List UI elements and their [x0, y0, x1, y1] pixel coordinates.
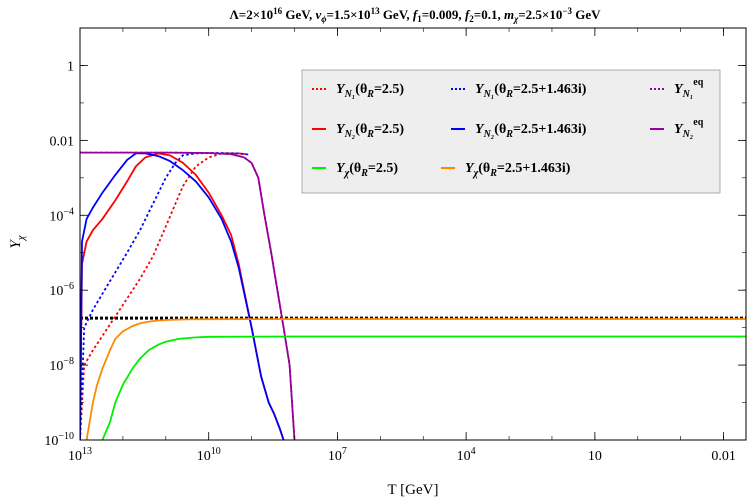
- legend: YN₁(θR=2.5) YN₁(θR=2.5+1.463i) YN₁eq YN₂(θR…: [301, 69, 721, 194]
- x-tick-label: 0.01: [711, 449, 736, 464]
- y-tick-label: 10−6: [49, 281, 74, 299]
- series-line-8: [85, 318, 746, 440]
- series-line-4: [80, 152, 285, 440]
- y-tick-label: 10−10: [44, 431, 74, 449]
- legend-box: [301, 69, 721, 194]
- plot-frame: [79, 27, 747, 441]
- series-line-7: [101, 335, 746, 440]
- chart-title: Λ=2×1016 GeV, vϕ=1.5×1013 GeV, f1=0.009,…: [229, 6, 601, 24]
- series-line-3: [80, 151, 296, 440]
- series-line-6: [80, 151, 296, 440]
- x-tick-label: 104: [457, 446, 476, 464]
- series-line-2: [80, 152, 249, 440]
- x-tick-label: 107: [328, 446, 347, 464]
- legend-entry-label: Yχ(θR=2.5): [336, 161, 398, 179]
- legend-entry-label: YN₂(θR=2.5+1.463i): [475, 122, 587, 140]
- y-tick-label: 10−8: [49, 356, 74, 374]
- series-line-5: [80, 152, 285, 440]
- x-tick-label: 1010: [197, 446, 221, 464]
- x-tick-label: 1013: [68, 446, 92, 464]
- legend-entry-label: Yχ(θR=2.5+1.463i): [465, 161, 571, 179]
- legend-entry-label: YN₂eq: [674, 117, 704, 140]
- legend-entry-label: YN₂(θR=2.5): [336, 122, 404, 140]
- plot-area: 1013 1010 107 104 10 0.01 10−10 10−8 10−6 10−4 0.0…: [44, 27, 747, 464]
- y-tick-label: 1: [67, 59, 74, 74]
- legend-entry-label: YN₁(θR=2.5): [336, 82, 404, 100]
- series-line-1: [80, 152, 249, 440]
- x-axis-label: T [GeV]: [388, 482, 439, 498]
- legend-entry-label: YN₁(θR=2.5+1.463i): [475, 82, 587, 100]
- y-tick-label: 0.01: [50, 134, 75, 149]
- y-tick-label: 10−4: [49, 206, 74, 224]
- x-tick-label: 10: [588, 449, 602, 464]
- y-axis-label: Yχ: [8, 234, 27, 248]
- legend-entry-label: YN₁eq: [674, 77, 704, 100]
